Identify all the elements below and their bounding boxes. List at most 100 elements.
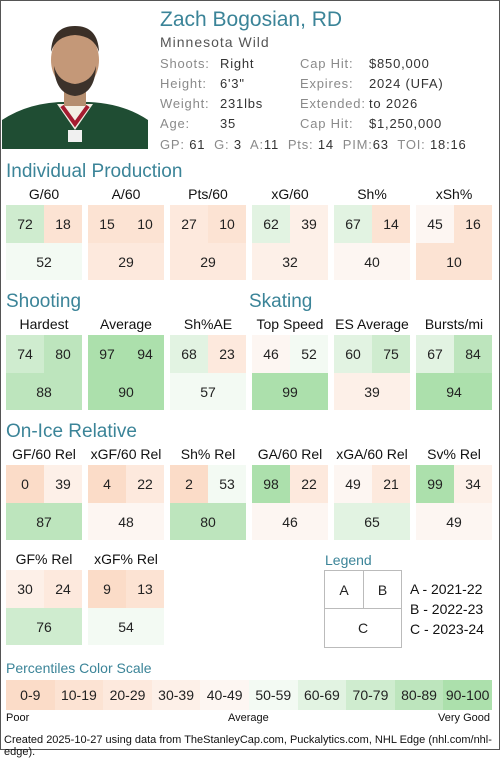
extended-label: Extended:	[300, 96, 366, 111]
age-label: Age:	[160, 116, 190, 131]
caphit-label: Cap Hit:	[300, 56, 354, 71]
caphit2-label: Cap Hit:	[300, 116, 354, 131]
weight-value: 231lbs	[220, 96, 264, 111]
esavg-cell-c: 39	[334, 373, 410, 410]
section-shooting: Shooting	[6, 291, 82, 312]
pts60-cell-c: 29	[170, 243, 246, 280]
esavg-cell-b: 75	[372, 335, 410, 373]
scale-bin-1: 10-19	[54, 680, 104, 710]
caphit2-value: $1,250,000	[369, 116, 443, 131]
shoots-label: Shoots:	[160, 56, 210, 71]
scale-average-label: Average	[228, 712, 269, 724]
section-individual-production: Individual Production	[6, 161, 183, 182]
expires-label: Expires:	[300, 76, 354, 91]
bursts-cell-a: 67	[416, 335, 454, 373]
shoots-value: Right	[220, 56, 255, 71]
xsh-cell-c: 10	[416, 243, 492, 280]
gf60-cell-a: 0	[6, 465, 44, 503]
bursts-header: Bursts/mi	[424, 316, 484, 332]
ga60-cell-c: 46	[252, 503, 328, 540]
ga60-cell-b: 22	[290, 465, 328, 503]
g60-cell-a: 72	[6, 205, 44, 243]
weight-label: Weight:	[160, 96, 210, 111]
expires-value: 2024 (UFA)	[369, 76, 444, 91]
esavg-cell-a: 60	[334, 335, 372, 373]
xga60-cell-c: 65	[334, 503, 410, 540]
bursts-cell-b: 84	[454, 335, 492, 373]
height-label: Height:	[160, 76, 207, 91]
gfpct-cell-b: 24	[44, 570, 82, 608]
legend-box: A B C	[324, 570, 402, 648]
g-value: 3	[233, 137, 242, 152]
topspeed-header: Top Speed	[256, 316, 324, 332]
shae-cell-b: 23	[208, 335, 246, 373]
pim-label: PIM:	[342, 137, 373, 152]
hardest-cell-c: 88	[6, 373, 82, 410]
gf60-cell-c: 87	[6, 503, 82, 540]
xgfpct-cell-c: 54	[88, 608, 164, 645]
topspeed-cell-c: 99	[252, 373, 328, 410]
bursts-cell-c: 94	[416, 373, 492, 410]
xga60-header: xGA/60 Rel	[336, 446, 408, 462]
extended-value: to 2026	[369, 96, 418, 111]
legend-c-cell: C	[357, 620, 369, 636]
legend-a-cell: A	[325, 571, 364, 609]
player-name: Zach Bogosian, RD	[160, 8, 343, 31]
xga60-cell-a: 49	[334, 465, 372, 503]
hardest-cell-a: 74	[6, 335, 44, 373]
xg60-cell-a: 62	[252, 205, 290, 243]
scale-bin-8: 80-89	[394, 680, 444, 710]
g-label: G:	[214, 137, 230, 152]
xg60-header: xG/60	[271, 186, 309, 202]
xg60-cell-b: 39	[290, 205, 328, 243]
legend-a-desc: A - 2021-22	[410, 581, 483, 597]
a60-cell-a: 15	[88, 205, 126, 243]
xsh-header: xSh%	[435, 186, 473, 202]
section-on-ice-relative: On-Ice Relative	[6, 421, 137, 442]
xgfpct-header: xGF% Rel	[94, 551, 158, 567]
gp-value: 61	[189, 137, 206, 152]
player-photo	[2, 2, 148, 149]
ga60-cell-a: 98	[252, 465, 290, 503]
svrel-cell-a: 99	[416, 465, 454, 503]
shrel-cell-b: 53	[208, 465, 246, 503]
xga60-cell-b: 21	[372, 465, 410, 503]
sh-cell-b: 14	[372, 205, 410, 243]
footer-credits: Created 2025-10-27 using data from TheSt…	[4, 734, 492, 758]
toi-label: TOI:	[397, 137, 426, 152]
g60-cell-b: 18	[44, 205, 82, 243]
caphit-value: $850,000	[369, 56, 430, 71]
svrel-header: Sv% Rel	[427, 446, 481, 462]
legend-c-desc: C - 2023-24	[410, 621, 484, 637]
shae-cell-c: 57	[170, 373, 246, 410]
average-cell-a: 97	[88, 335, 126, 373]
age-value: 35	[220, 116, 237, 131]
gf60-header: GF/60 Rel	[12, 446, 76, 462]
scale-poor-label: Poor	[6, 712, 30, 724]
legend-title: Legend	[325, 552, 372, 568]
scale-bin-7: 70-79	[346, 680, 395, 710]
esavg-header: ES Average	[335, 316, 409, 332]
xg60-cell-c: 32	[252, 243, 328, 280]
scale-bin-4: 40-49	[200, 680, 249, 710]
gfpct-cell-c: 76	[6, 608, 82, 645]
svrel-cell-b: 34	[454, 465, 492, 503]
pts60-cell-b: 10	[208, 205, 246, 243]
sh-cell-c: 40	[334, 243, 410, 280]
shrel-cell-a: 2	[170, 465, 208, 503]
pts60-cell-a: 27	[170, 205, 208, 243]
average-header: Average	[100, 316, 152, 332]
xgfpct-cell-a: 9	[88, 570, 126, 608]
sh-header: Sh%	[357, 186, 387, 202]
gfpct-header: GF% Rel	[15, 551, 73, 567]
toi-value: 18:16	[430, 137, 467, 152]
hardest-cell-b: 80	[44, 335, 82, 373]
height-value: 6'3"	[220, 76, 245, 91]
scale-bin-0: 0-9	[6, 680, 55, 710]
xsh-cell-b: 16	[454, 205, 492, 243]
hardest-header: Hardest	[19, 316, 69, 332]
a60-header: A/60	[111, 186, 141, 202]
legend-b-cell: B	[364, 571, 401, 609]
legend-b-desc: B - 2022-23	[410, 601, 484, 617]
gp-label: GP:	[160, 137, 185, 152]
